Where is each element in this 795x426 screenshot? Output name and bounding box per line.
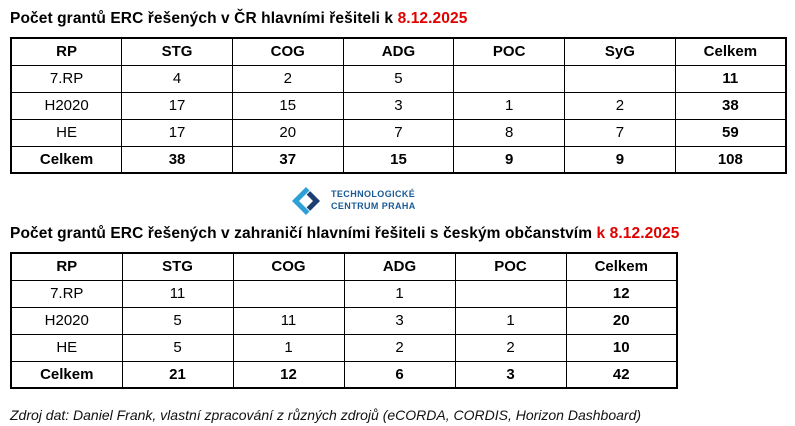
tc-praha-logo-text: TECHNOLOGICKÉ CENTRUM PRAHA: [331, 189, 416, 212]
total-cell: 9: [453, 145, 566, 174]
data-cell: 2: [454, 333, 567, 362]
header-cell-celkem: Celkem: [674, 37, 787, 66]
table2-title-date: k 8.12.2025: [596, 225, 680, 242]
header-cell-adg: ADG: [342, 37, 455, 66]
erc-cr-table: RP STG COG ADG POC SyG Celkem 7.RP 4 2 5…: [10, 37, 787, 174]
data-cell: [232, 279, 345, 308]
header-cell-celkem: Celkem: [565, 252, 678, 281]
row-label-cell: H2020: [10, 306, 123, 335]
table1-title-date: 8.12.2025: [397, 10, 468, 27]
data-cell: [454, 279, 567, 308]
tc-praha-diamond-icon: [291, 186, 321, 216]
header-cell-rp: RP: [10, 252, 123, 281]
data-cell: 17: [121, 118, 233, 147]
data-cell: 3: [343, 306, 456, 335]
table-row-he: HE 17 20 7 8 7 59: [10, 118, 787, 147]
header-cell-stg: STG: [121, 37, 233, 66]
table-row-h2020: H2020 5 11 3 1 20: [10, 306, 678, 335]
data-cell: 2: [564, 91, 676, 120]
row-total-cell: 10: [565, 333, 678, 362]
total-row: Celkem 21 12 6 3 42: [10, 360, 678, 389]
data-cell: 11: [232, 306, 345, 335]
row-total-cell: 20: [565, 306, 678, 335]
header-cell-cog: COG: [231, 37, 344, 66]
table2-title: Počet grantů ERC řešených v zahraničí hl…: [10, 225, 787, 243]
data-cell: 15: [231, 91, 344, 120]
grand-total-cell: 42: [565, 360, 678, 389]
data-cell: 7: [564, 118, 676, 147]
data-cell: 2: [343, 333, 456, 362]
data-cell: 5: [342, 64, 455, 93]
data-source-note: Zdroj dat: Daniel Frank, vlastní zpracov…: [10, 407, 642, 423]
data-cell: 17: [121, 91, 233, 120]
data-cell: 4: [121, 64, 233, 93]
total-cell: 37: [231, 145, 344, 174]
total-cell: 12: [232, 360, 345, 389]
total-row: Celkem 38 37 15 9 9 108: [10, 145, 787, 174]
data-cell: 8: [453, 118, 566, 147]
row-total-cell: 12: [565, 279, 678, 308]
erc-abroad-table: RP STG COG ADG POC Celkem 7.RP 11 1 12 H…: [10, 252, 678, 389]
header-cell-rp: RP: [10, 37, 123, 66]
total-cell: 6: [343, 360, 456, 389]
data-cell: 11: [121, 279, 234, 308]
total-row-label-cell: Celkem: [10, 360, 123, 389]
table-row-he: HE 5 1 2 2 10: [10, 333, 678, 362]
header-row: RP STG COG ADG POC SyG Celkem: [10, 37, 787, 66]
data-cell: 20: [231, 118, 344, 147]
header-cell-cog: COG: [232, 252, 345, 281]
header-cell-poc: POC: [454, 252, 567, 281]
total-cell: 15: [342, 145, 455, 174]
row-label-cell: 7.RP: [10, 64, 123, 93]
data-cell: 7: [342, 118, 455, 147]
row-label-cell: H2020: [10, 91, 123, 120]
header-cell-syg: SyG: [564, 37, 676, 66]
row-label-cell: HE: [10, 118, 123, 147]
total-cell: 3: [454, 360, 567, 389]
grand-total-cell: 108: [674, 145, 787, 174]
table1-title-text: Počet grantů ERC řešených v ČR hlavními …: [10, 10, 394, 27]
logo-line2: CENTRUM PRAHA: [331, 201, 416, 211]
data-cell: 2: [231, 64, 344, 93]
data-cell: [564, 64, 676, 93]
total-row-label-cell: Celkem: [10, 145, 123, 174]
header-cell-stg: STG: [121, 252, 234, 281]
header-cell-poc: POC: [453, 37, 566, 66]
data-cell: 3: [342, 91, 455, 120]
row-label-cell: HE: [10, 333, 123, 362]
row-label-cell: 7.RP: [10, 279, 123, 308]
row-total-cell: 11: [674, 64, 787, 93]
table2-title-text: Počet grantů ERC řešených v zahraničí hl…: [10, 225, 593, 242]
data-cell: 1: [454, 306, 567, 335]
tc-praha-logo: TECHNOLOGICKÉ CENTRUM PRAHA: [288, 183, 787, 219]
data-cell: 5: [121, 333, 234, 362]
row-total-cell: 38: [674, 91, 787, 120]
row-total-cell: 59: [674, 118, 787, 147]
table-row-7rp: 7.RP 11 1 12: [10, 279, 678, 308]
total-cell: 9: [564, 145, 676, 174]
data-cell: 1: [343, 279, 456, 308]
data-cell: [453, 64, 566, 93]
header-row: RP STG COG ADG POC Celkem: [10, 252, 678, 281]
logo-line1: TECHNOLOGICKÉ: [331, 189, 416, 200]
data-cell: 1: [232, 333, 345, 362]
table1-title: Počet grantů ERC řešených v ČR hlavními …: [10, 10, 787, 28]
header-cell-adg: ADG: [343, 252, 456, 281]
total-cell: 38: [121, 145, 233, 174]
table-row-7rp: 7.RP 4 2 5 11: [10, 64, 787, 93]
total-cell: 21: [121, 360, 234, 389]
data-cell: 5: [121, 306, 234, 335]
data-cell: 1: [453, 91, 566, 120]
table-row-h2020: H2020 17 15 3 1 2 38: [10, 91, 787, 120]
